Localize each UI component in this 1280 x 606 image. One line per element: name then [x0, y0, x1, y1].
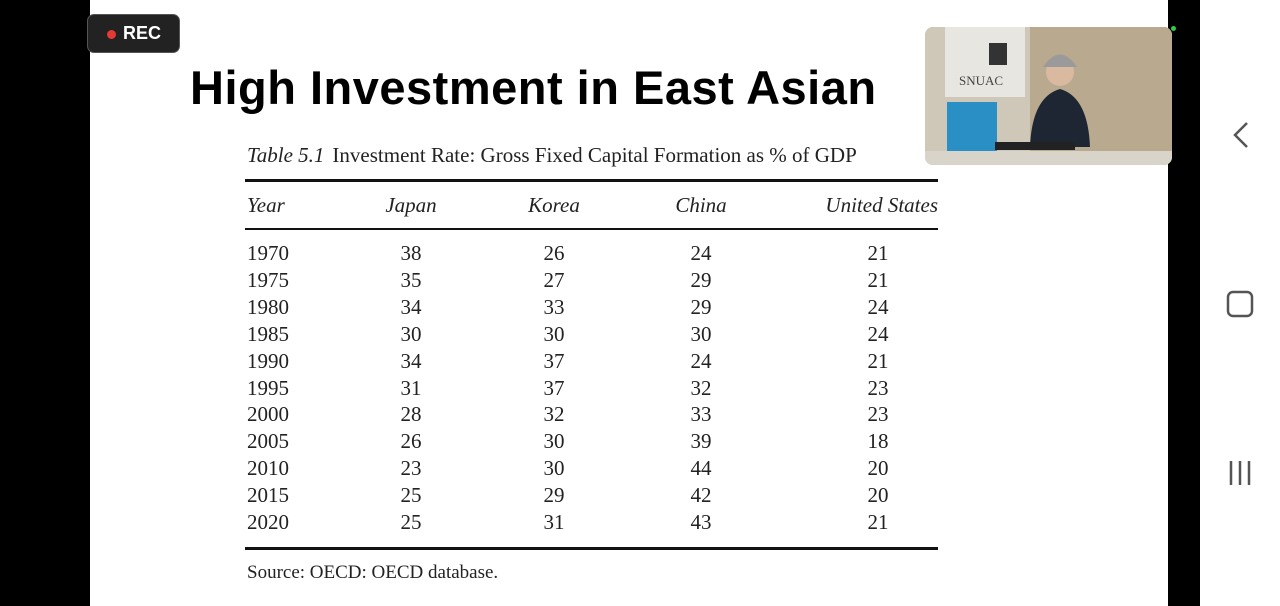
table-cell: 1975 — [247, 267, 289, 292]
table-cell: 28 — [400, 402, 422, 427]
table-cell: 20 — [867, 483, 889, 508]
table-caption: Table 5.1 Investment Rate: Gross Fixed Ca… — [247, 143, 857, 168]
table-cell: 23 — [400, 456, 422, 481]
logo-text: SNUAC — [959, 73, 1003, 88]
table-cell: 29 — [690, 267, 712, 292]
table-cell: 30 — [543, 456, 565, 481]
table-cell: 21 — [867, 241, 889, 265]
banner — [945, 27, 1025, 97]
status-dot — [1171, 26, 1176, 31]
recents-button[interactable] — [1229, 461, 1251, 485]
table-cell: 18 — [867, 429, 889, 454]
table-cell: 21 — [867, 348, 889, 373]
table-cell: 21 — [867, 267, 889, 292]
hair — [1043, 54, 1077, 67]
table-cell: 37 — [543, 375, 565, 400]
column-header: Korea — [528, 193, 580, 217]
table-cell: 34 — [400, 348, 422, 373]
table-cell: 2005 — [247, 429, 289, 454]
column-header: Year — [247, 193, 285, 217]
table-cell: 29 — [690, 294, 712, 319]
rec-dot — [107, 30, 116, 39]
table-cell: 24 — [690, 348, 712, 373]
table-cell: 33 — [690, 402, 712, 427]
video-scene: SNUAC — [925, 27, 1172, 165]
table-cell: 2015 — [247, 483, 289, 508]
table-cell: 31 — [400, 375, 422, 400]
suit — [1030, 89, 1090, 147]
table-cell: 32 — [690, 375, 712, 400]
table-top-rule — [245, 179, 938, 182]
table-cell: 23 — [867, 375, 889, 400]
slide-title: High Investment in East Asian — [190, 61, 877, 114]
video-thumbnail: SNUAC — [925, 27, 1172, 165]
table-header-rule — [245, 228, 938, 230]
table-cell: 43 — [690, 510, 712, 534]
home-button[interactable] — [1226, 290, 1254, 318]
table-cell: 30 — [690, 321, 712, 346]
table-cell: 1990 — [247, 348, 289, 373]
table-cell: 42 — [690, 483, 712, 508]
table-cell: 2020 — [247, 510, 289, 534]
table-cell: 24 — [867, 294, 889, 319]
table-cell: 1970 — [247, 241, 289, 265]
table-cell: 34 — [400, 294, 422, 319]
column-header: Japan — [385, 193, 437, 217]
table-cell: 37 — [543, 348, 565, 373]
table-cell: 25 — [400, 510, 422, 534]
nav-bar — [1200, 0, 1280, 606]
rec-badge: REC — [87, 14, 180, 53]
table-cell: 20 — [867, 456, 889, 481]
table-cell: 30 — [400, 321, 422, 346]
column-header: China — [675, 193, 727, 217]
table-source: Source: OECD: OECD database. — [247, 562, 499, 583]
table-cell: 30 — [543, 429, 565, 454]
table-cell: 33 — [543, 294, 565, 319]
table-cell: 1995 — [247, 375, 289, 400]
table-cell: 35 — [400, 267, 422, 292]
table-cell: 2000 — [247, 402, 289, 427]
table-cell: 26 — [543, 241, 565, 265]
table-cell: 39 — [690, 429, 712, 454]
desk — [925, 151, 1172, 165]
table-cell: 38 — [400, 241, 422, 265]
table-cell: 31 — [543, 510, 565, 534]
column-header: United States — [825, 193, 938, 217]
table-cell: 32 — [543, 402, 565, 427]
table-cell: 1980 — [247, 294, 289, 319]
table-cell: 27 — [543, 267, 565, 292]
table-cell: 44 — [690, 456, 712, 481]
table-cell: 25 — [400, 483, 422, 508]
table-cell: 1985 — [247, 321, 289, 346]
back-button[interactable] — [1233, 122, 1248, 148]
rec-label: REC — [123, 23, 162, 43]
table-cell: 26 — [400, 429, 422, 454]
table-cell: 2010 — [247, 456, 289, 481]
logo-mark — [989, 43, 1007, 65]
table-cell: 24 — [690, 241, 712, 265]
table-cell: 30 — [543, 321, 565, 346]
caption-text: Investment Rate: Gross Fixed Capital For… — [332, 143, 857, 167]
nav-icons — [1226, 122, 1254, 485]
table-cell: 21 — [867, 510, 889, 534]
table-cell: 29 — [543, 483, 565, 508]
table-cell: 23 — [867, 402, 889, 427]
table-cell: 24 — [867, 321, 889, 346]
table-bottom-rule — [245, 547, 938, 550]
podium — [995, 142, 1075, 150]
table-label: Table 5.1 — [247, 143, 325, 167]
